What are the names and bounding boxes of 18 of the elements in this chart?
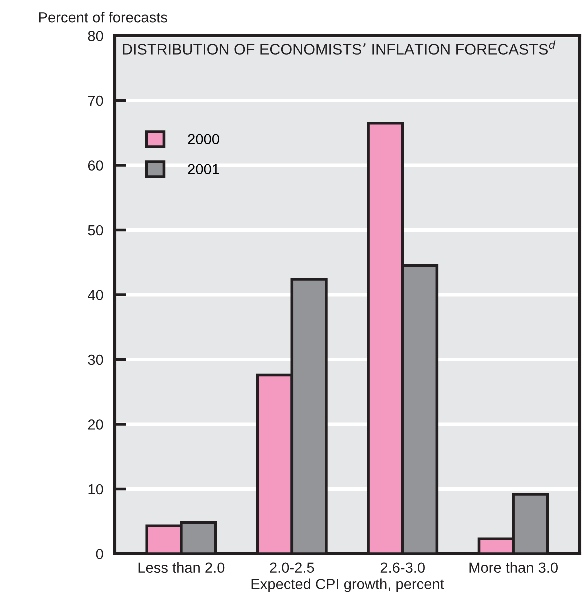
y-tick-label: 80 [88,31,104,42]
y-tick-label: 20 [88,420,104,430]
legend-label: 2000 [188,134,220,145]
y-tick-label: 40 [88,290,104,300]
y-axis-title: Percent of forecasts [39,12,168,23]
y-tick-label: 60 [88,160,104,171]
y-tick-label: 30 [88,354,104,366]
x-axis-title: Expected CPI growth, percent [252,578,444,592]
y-tick-label: 0 [96,549,104,560]
y-tick-label: 10 [88,484,104,495]
x-tick-label: 2.6-3.0 [380,562,425,574]
chart-title: DISTRIBUTION OF ECONOMISTS’ INFLATION FORECASTS$^{d}$ [123,40,556,55]
legend-label: 2001 [188,164,220,175]
x-tick-label: 2.0-2.5 [270,562,314,574]
x-tick-label: More than 3.0 [470,562,558,574]
y-tick-label: 50 [88,225,104,236]
y-tick-label: 70 [88,96,104,106]
x-tick-label: Less than 2.0 [138,562,225,574]
